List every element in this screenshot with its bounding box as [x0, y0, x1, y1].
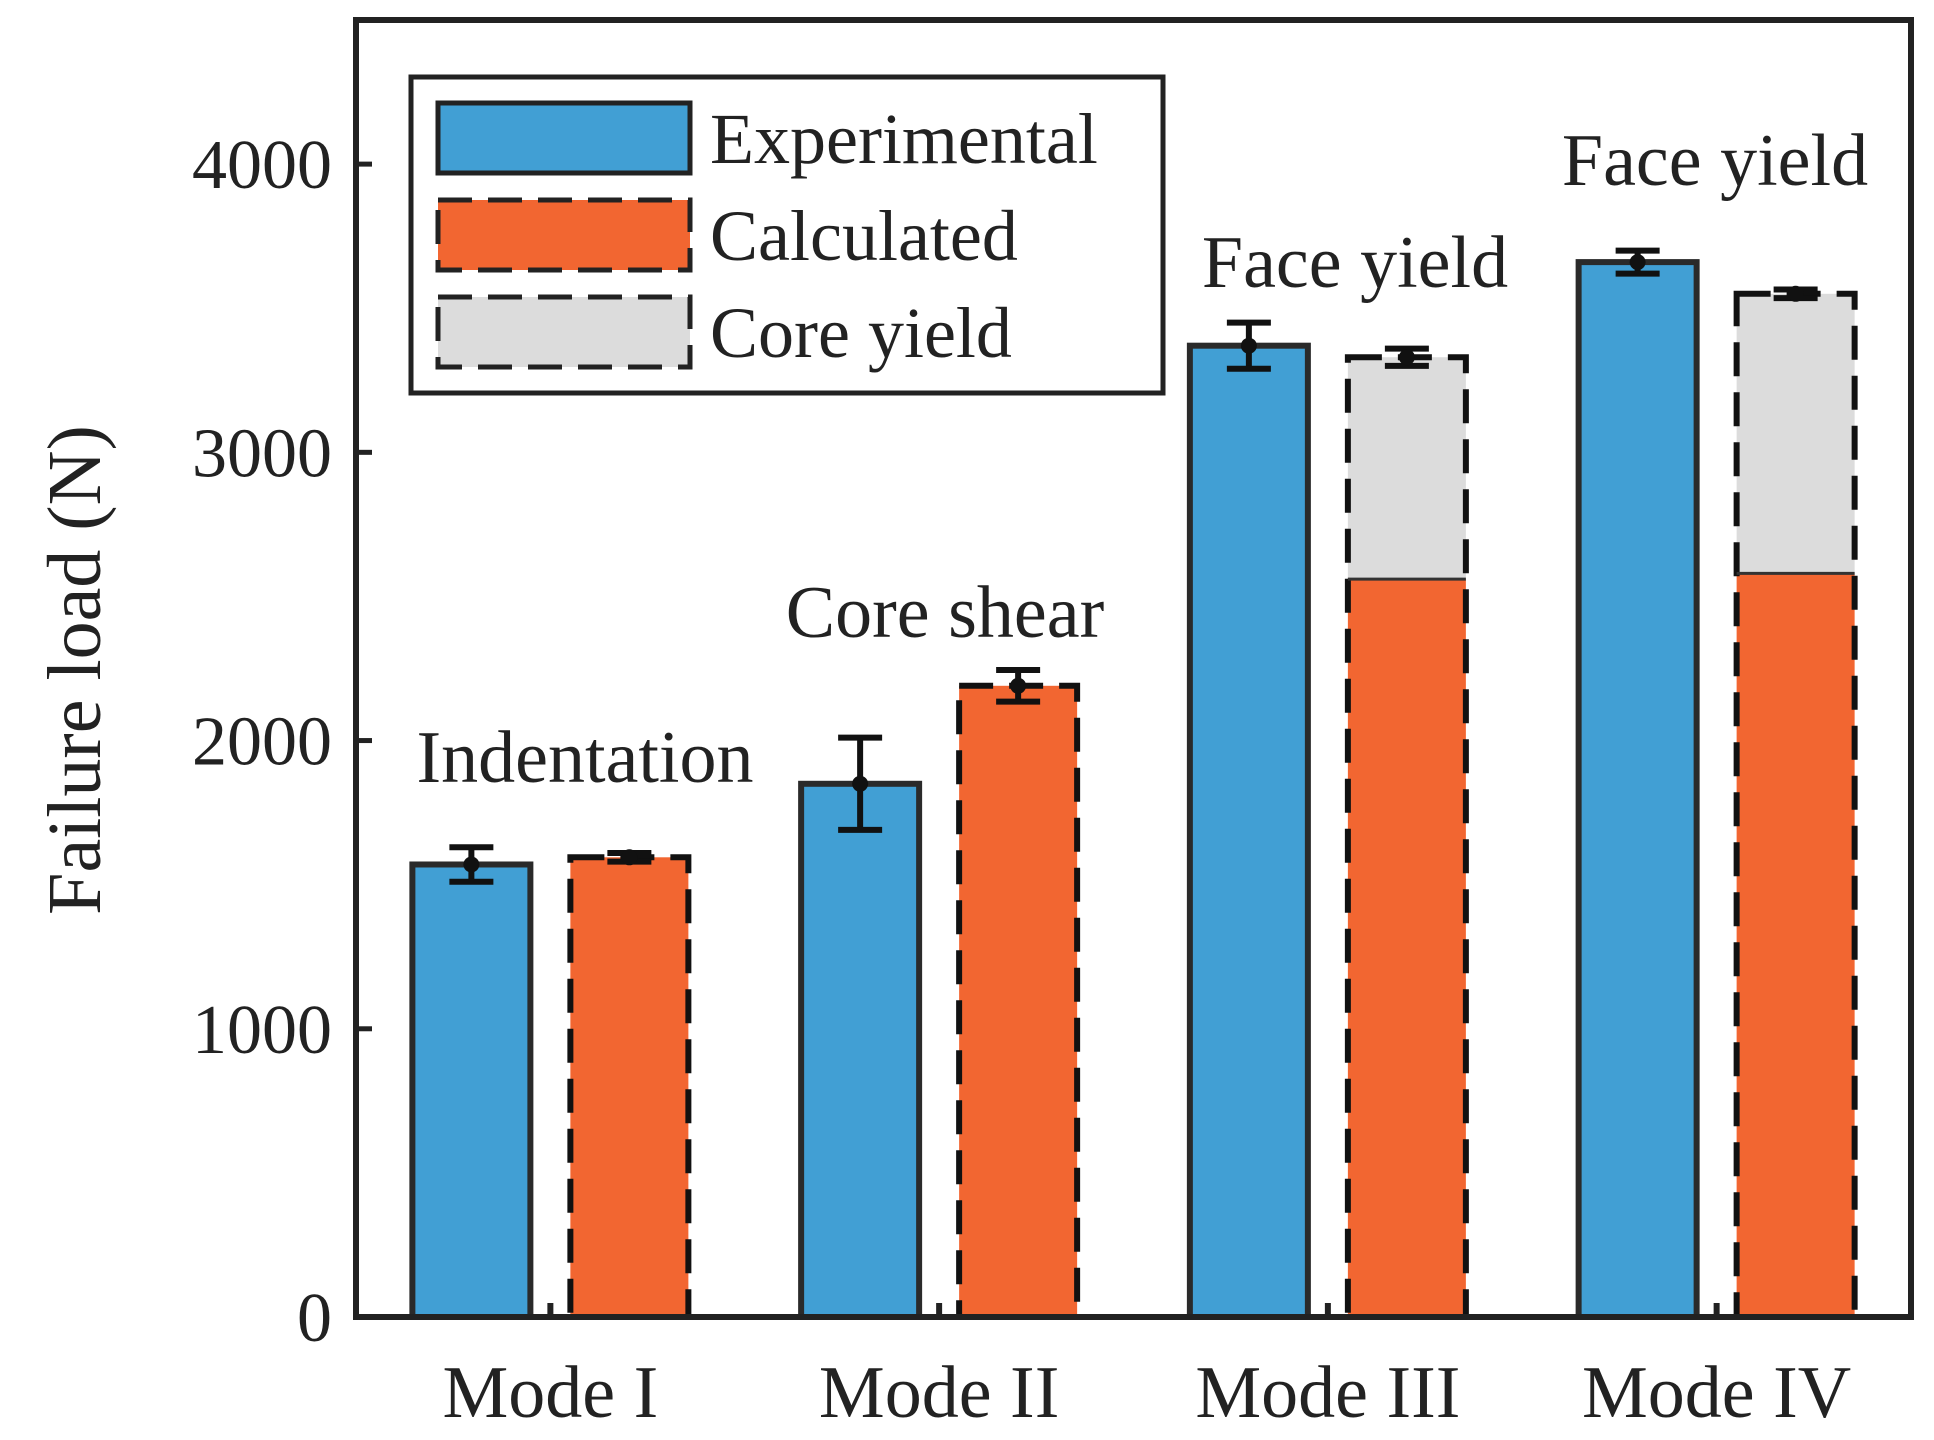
bar-experimental-mode-iv	[1575, 259, 1700, 1320]
legend-label-core-yield: Core yield	[710, 293, 1012, 373]
error-bar-calculated-mode-ii	[996, 666, 1041, 705]
x-tick-label-mode-iv: Mode IV	[1582, 1352, 1851, 1434]
bar-calculated-mode-ii	[959, 685, 1078, 1317]
bar-calculated-mode-iii	[1347, 579, 1466, 1317]
bar-calculated-mode-i	[570, 857, 689, 1317]
error-bar-core-yield-mode-iii	[1384, 345, 1429, 369]
legend: Experimental Calculated Core yield	[408, 74, 1166, 396]
error-bar-experimental-mode-ii	[838, 734, 883, 833]
y-axis-title: Failure load (N)	[33, 425, 117, 915]
annotation-face-yield-mode-iii: Face yield	[1202, 222, 1508, 304]
error-bar-experimental-mode-iv	[1615, 247, 1660, 277]
legend-label-experimental: Experimental	[710, 99, 1098, 179]
x-tick-label-mode-i: Mode I	[442, 1352, 658, 1434]
plot-frame	[353, 17, 1914, 1320]
x-tick-label-mode-ii: Mode II	[819, 1352, 1059, 1434]
annotation-core-shear: Core shear	[786, 572, 1104, 654]
legend-swatch-experimental	[435, 100, 693, 176]
bar-experimental-mode-i	[409, 861, 534, 1320]
y-tick-label-0: 0	[297, 1280, 332, 1357]
y-tick-label-1000: 1000	[192, 992, 332, 1069]
bar-experimental-mode-iii	[1186, 342, 1311, 1320]
error-bar-experimental-mode-i	[449, 844, 494, 885]
annotation-face-yield-mode-iv: Face yield	[1562, 120, 1868, 202]
x-tick-label-mode-iii: Mode III	[1195, 1352, 1460, 1434]
error-bar-experimental-mode-iii	[1226, 319, 1271, 372]
y-tick-label-4000: 4000	[192, 127, 332, 204]
y-tick-label-2000: 2000	[192, 704, 332, 781]
bar-core-yield-mode-iv	[1736, 293, 1855, 574]
y-tick-label-3000: 3000	[192, 415, 332, 492]
error-bar-calculated-mode-i	[607, 849, 652, 866]
bar-calculated-mode-iv	[1736, 573, 1855, 1317]
bar-experimental-mode-ii	[798, 780, 923, 1320]
error-bar-core-yield-mode-iv	[1773, 285, 1818, 302]
legend-swatch-core-yield	[435, 294, 693, 370]
bar-core-yield-mode-iii	[1347, 357, 1466, 580]
annotation-indentation: Indentation	[416, 717, 753, 799]
legend-label-calculated: Calculated	[710, 196, 1018, 276]
legend-swatch-calculated	[435, 197, 693, 273]
